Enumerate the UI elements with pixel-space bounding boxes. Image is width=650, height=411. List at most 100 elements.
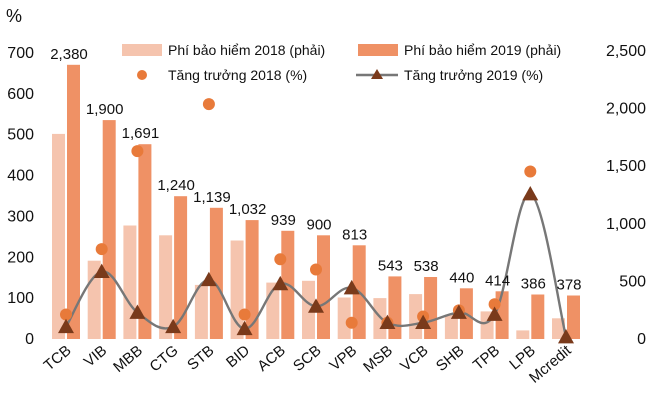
bar-2019-msb: [388, 276, 402, 339]
growth-2018-dot-scb: [310, 263, 322, 276]
left-tick-label: 500: [7, 127, 34, 144]
category-label: ACB: [254, 342, 289, 375]
data-label: 1,139: [193, 189, 231, 206]
growth-2018-dot-mbb: [131, 145, 144, 158]
data-label: 1,900: [86, 101, 124, 118]
data-label: 1,691: [122, 125, 160, 142]
legend-label-2018-growth: Tăng trưởng 2018 (%): [168, 67, 307, 83]
right-tick-label: 2,000: [606, 101, 646, 118]
category-label: TPB: [470, 342, 503, 374]
legend: Phí bảo hiểm 2018 (phải) Phí bảo hiểm 201…: [122, 42, 561, 83]
growth-2019-marker-stb: [200, 271, 217, 287]
left-tick-label: 100: [7, 290, 34, 307]
left-tick-label: 0: [25, 331, 34, 348]
growth-2019-marker-shb: [450, 304, 467, 319]
right-tick-label: 1,500: [606, 158, 646, 175]
right-tick-label: 0: [637, 331, 646, 348]
legend-swatch-2018-fee: [122, 44, 162, 56]
growth-2019-marker-scb: [308, 298, 324, 313]
bar-2018-mbb: [123, 225, 137, 339]
bar-2019-lpb: [531, 294, 545, 339]
legend-swatch-2019-fee: [358, 44, 398, 56]
category-label: MSB: [360, 342, 396, 376]
right-tick-label: 500: [619, 273, 646, 290]
growth-2018-dot-acb: [274, 253, 287, 266]
category-label: CTG: [146, 342, 181, 375]
category-label: VPB: [326, 342, 360, 374]
category-label: BID: [223, 342, 253, 371]
growth-2018-dot-stb: [202, 98, 215, 111]
growth-2019-marker-vcb: [415, 314, 432, 330]
data-label: 538: [414, 258, 439, 275]
legend-label-2019-growth: Tăng trưởng 2019 (%): [404, 67, 543, 83]
bar-2018-stb: [194, 284, 208, 339]
growth-2018-dot-tpb: [488, 298, 501, 311]
legend-label-2019-fee: Phí bảo hiểm 2019 (phải): [404, 42, 561, 58]
growth-2019-marker-vpb: [343, 279, 360, 295]
growth-2018-dot-lpb: [524, 165, 537, 178]
bar-2018-vpb: [337, 297, 351, 339]
data-label: 939: [271, 212, 296, 229]
category-label: Mcredit: [526, 342, 575, 387]
left-tick-label: 600: [7, 86, 34, 103]
growth-2019-line: [64, 192, 568, 338]
legend-swatch-2018-growth: [137, 70, 147, 80]
bar-2019-stb: [209, 207, 223, 339]
data-label: 440: [449, 269, 474, 286]
category-label: VCB: [397, 342, 432, 375]
data-label: 414: [485, 272, 510, 289]
category-label: MBB: [110, 342, 146, 376]
growth-2019-marker-ctg: [165, 318, 182, 334]
left-tick-label: 300: [7, 208, 34, 225]
category-label: SHB: [433, 342, 468, 375]
data-label: 1,032: [229, 201, 267, 218]
legend-label-2018-fee: Phí bảo hiểm 2018 (phải): [168, 42, 325, 58]
bar-2019-bid: [245, 220, 259, 339]
growth-2018-dot-vib: [95, 243, 108, 256]
unit-label: %: [6, 6, 22, 26]
data-label: 900: [306, 216, 331, 233]
data-label: 386: [521, 276, 546, 293]
growth-2019-marker-tcb: [58, 318, 74, 334]
left-tick-label: 700: [7, 45, 34, 62]
bar-2019-ctg: [174, 196, 188, 339]
bar-2018-scb: [302, 280, 315, 339]
bar-2018-lpb: [516, 330, 530, 339]
growth-2019-marker-mbb: [129, 304, 146, 319]
growth-2019-marker-bid: [236, 320, 253, 336]
category-label: SCB: [290, 342, 325, 375]
bar-2018-shb: [444, 314, 458, 339]
growth-2018-dot-bid: [238, 308, 251, 321]
data-label: 1,240: [157, 177, 195, 194]
bar-2018-tcb: [52, 133, 65, 339]
category-label: STB: [184, 342, 217, 374]
right-tick-label: 2,500: [606, 43, 646, 60]
bar-2019-mbb: [138, 144, 152, 339]
bar-2019-tcb: [67, 64, 80, 340]
bar-2019-scb: [317, 235, 330, 339]
bar-2018-mcredit: [552, 318, 565, 339]
category-label: TCB: [41, 342, 75, 374]
data-label: 2,380: [50, 46, 88, 63]
left-tick-label: 400: [7, 168, 34, 185]
growth-2019-marker-tpb: [486, 306, 503, 321]
bar-2018-ctg: [159, 235, 173, 339]
growth-2019-marker-acb: [272, 275, 289, 291]
bar-2019-vib: [102, 120, 116, 339]
growth-2019-marker-msb: [379, 314, 396, 330]
legend-marker-2019-growth: [371, 69, 383, 79]
bar-2019-vcb: [424, 277, 438, 339]
growth-2019-marker-mcredit: [558, 328, 574, 344]
data-label: 813: [342, 226, 367, 243]
right-tick-label: 1,000: [606, 216, 646, 233]
bar-2019-mcredit: [567, 295, 580, 339]
growth-2018-dot-vpb: [345, 316, 358, 329]
category-label: VIB: [81, 342, 110, 371]
left-tick-label: 200: [7, 249, 34, 266]
growth-2018-dot-tcb: [60, 308, 72, 321]
growth-2019-marker-lpb: [522, 185, 539, 201]
data-label: 543: [378, 257, 403, 274]
data-label: 378: [556, 277, 581, 294]
growth-2019-marker-vib: [93, 263, 110, 278]
